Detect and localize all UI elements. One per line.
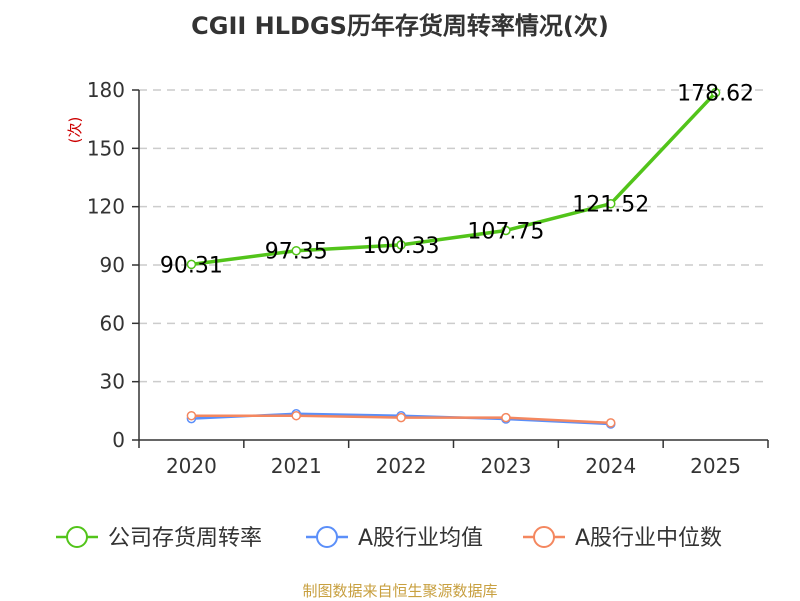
y-tick-label: 60 xyxy=(100,311,125,335)
data-point xyxy=(396,412,406,423)
data-point xyxy=(291,245,301,256)
legend-swatch-marker xyxy=(533,526,555,548)
data-point xyxy=(501,225,511,236)
data-point xyxy=(291,410,301,421)
data-point xyxy=(186,259,197,270)
data-label: 107.75 xyxy=(467,219,544,244)
y-tick-label: 150 xyxy=(87,136,125,160)
y-tick-label: 90 xyxy=(100,253,125,277)
data-label: 90.31 xyxy=(160,253,223,278)
x-tick-label: 2021 xyxy=(271,454,322,478)
data-label: 100.33 xyxy=(363,234,440,259)
x-tick-label: 2022 xyxy=(376,454,427,478)
data-point xyxy=(396,240,406,250)
y-tick-label: 120 xyxy=(87,195,125,219)
data-point xyxy=(606,198,616,209)
data-point xyxy=(606,418,616,428)
x-tick-label: 2020 xyxy=(166,454,217,478)
y-tick-label: 0 xyxy=(112,428,125,452)
x-tick-label: 2025 xyxy=(690,454,741,478)
y-tick-label: 180 xyxy=(87,78,125,102)
legend-swatch-marker xyxy=(66,526,88,548)
series-line xyxy=(191,91,717,267)
legend-label: A股行业均值 xyxy=(358,526,483,551)
data-label: 178.62 xyxy=(677,82,754,107)
x-tick-label: 2024 xyxy=(585,454,636,478)
y-tick-label: 30 xyxy=(100,370,125,394)
legend-label: 公司存货周转率 xyxy=(108,526,262,551)
data-point xyxy=(186,410,197,421)
legend-label: A股行业中位数 xyxy=(575,526,722,551)
data-point xyxy=(710,87,721,98)
data-label: 97.35 xyxy=(265,240,328,265)
y-axis-label: (次) xyxy=(66,117,84,144)
x-tick-label: 2023 xyxy=(480,454,531,478)
chart-title: CGII HLDGS历年存货周转率情况(次) xyxy=(191,12,609,40)
data-label: 121.52 xyxy=(572,193,649,218)
source-credit: 制图数据来自恒生聚源数据库 xyxy=(302,582,498,600)
legend-swatch-marker xyxy=(316,526,338,548)
data-point xyxy=(501,412,511,423)
